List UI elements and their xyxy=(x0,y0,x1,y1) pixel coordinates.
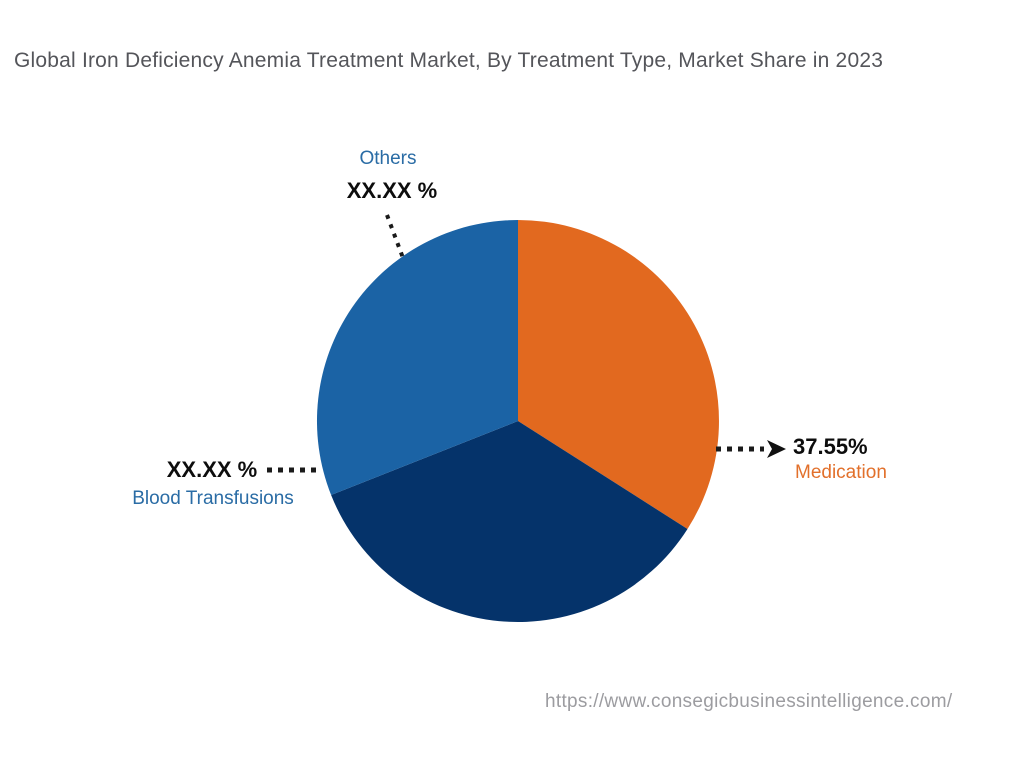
chart-title: Global Iron Deficiency Anemia Treatment … xyxy=(14,49,884,72)
blood-transfusions-slice-value: XX.XX % xyxy=(166,457,258,482)
blood-transfusions-slice-label: Blood Transfusions xyxy=(132,488,294,509)
medication-slice-value: 37.55% xyxy=(793,434,868,459)
pie-slice-others xyxy=(316,219,518,495)
others-leader-line xyxy=(385,214,405,259)
pie-slice-blood-transfusions xyxy=(331,421,688,622)
pie-slice-medication xyxy=(518,220,719,529)
source-url: https://www.consegicbusinessintelligence… xyxy=(545,691,953,712)
medication-arrowhead-icon xyxy=(767,440,786,458)
pie-slices xyxy=(316,219,719,622)
others-slice-value: XX.XX % xyxy=(346,178,438,203)
others-slice-label: Others xyxy=(359,148,417,169)
medication-slice-label: Medication xyxy=(795,462,887,483)
